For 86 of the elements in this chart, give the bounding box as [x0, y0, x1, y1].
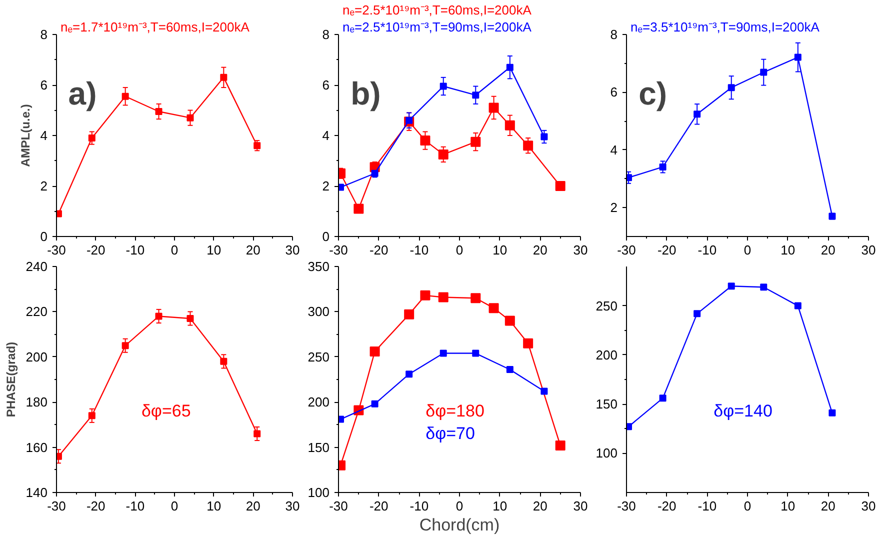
y-tick-label: 6: [40, 78, 48, 92]
x-tick-label: 30: [285, 242, 300, 258]
y-tick-label: 2: [40, 178, 48, 194]
y-tick-label: 2: [610, 200, 618, 216]
x-tick-label: -10: [410, 242, 429, 258]
y-tick-label: 150: [596, 396, 618, 412]
x-tick-label: -30: [47, 242, 66, 258]
x-tick-label: 0: [170, 242, 178, 258]
annotation: b): [350, 75, 381, 112]
x-tick-label: 0: [744, 498, 752, 514]
x-tick-label: -10: [698, 498, 717, 514]
text: nₑ=3.5*10¹⁹m⁻³,T=90ms,I=200kA: [630, 20, 820, 34]
y-tick-label: 200: [308, 394, 330, 410]
text: nₑ=1.7*10¹⁹m⁻³,T=60ms,I=200kA: [60, 20, 250, 34]
y-tick-label: 4: [322, 128, 330, 143]
y-tick-label: 250: [596, 298, 618, 314]
x-axis-title: Chord(cm): [419, 516, 500, 534]
y-tick-label: 220: [26, 304, 48, 320]
y-tick-label: 150: [308, 440, 330, 455]
y-tick-label: 250: [308, 349, 330, 364]
x-tick-label: -30: [47, 498, 66, 514]
x-tick-label: -30: [329, 242, 348, 258]
y-tick-label: 4: [40, 128, 48, 143]
x-tick-label: 0: [170, 498, 178, 514]
y-tick-label: 8: [40, 27, 48, 42]
y-tick-label: 100: [596, 446, 618, 461]
x-tick-label: 20: [532, 242, 548, 258]
x-tick-label: -20: [369, 242, 388, 258]
y-tick-label: 0: [40, 229, 48, 244]
x-tick-label: -20: [86, 498, 106, 514]
x-tick-label: -20: [657, 242, 676, 258]
x-tick-label: 30: [861, 498, 876, 514]
x-tick-label: 10: [206, 242, 222, 258]
x-tick-label: 20: [246, 498, 260, 514]
text: nₑ=2.5*10¹⁹m⁻³,T=90ms,I=200kA: [342, 20, 532, 34]
text: δφ=70: [426, 424, 475, 444]
y-tick-label: 8: [322, 27, 330, 42]
x-tick-label: 20: [532, 498, 548, 514]
x-tick-label: 20: [246, 242, 260, 258]
text: δφ=65: [141, 402, 191, 421]
y-tick-label: 2: [322, 178, 330, 194]
y-tick-label: 6: [322, 78, 330, 92]
y-tick-label: 180: [26, 394, 48, 410]
x-tick-label: 10: [206, 498, 222, 514]
x-tick-label: -10: [410, 498, 429, 514]
x-tick-label: 20: [820, 498, 836, 514]
x-tick-label: -30: [617, 242, 636, 258]
x-tick-label: -20: [86, 242, 106, 258]
y-tick-label: 200: [596, 347, 618, 362]
y-tick-label: 160: [26, 440, 48, 455]
x-tick-label: 10: [780, 498, 796, 514]
y-tick-label: 300: [308, 304, 330, 320]
x-tick-label: 30: [861, 242, 876, 258]
x-tick-label: -30: [329, 498, 348, 514]
text: δφ=140: [714, 402, 772, 421]
annotation: a): [68, 75, 97, 112]
x-tick-label: -10: [126, 498, 145, 514]
annotation: c): [638, 75, 668, 112]
y-axis-title: AMPL(u.e.): [18, 104, 32, 167]
y-tick-label: 240: [26, 259, 48, 274]
y-tick-label: 140: [26, 485, 48, 500]
y-tick-label: 6: [610, 84, 618, 100]
x-tick-label: 10: [492, 498, 508, 514]
y-tick-label: 0: [322, 229, 330, 244]
x-tick-label: 0: [456, 498, 464, 514]
y-tick-label: 8: [610, 27, 618, 42]
x-tick-label: 0: [744, 242, 752, 258]
x-tick-label: -10: [126, 242, 145, 258]
x-tick-label: 30: [573, 242, 588, 258]
y-tick-label: 100: [308, 485, 330, 500]
x-tick-label: 0: [456, 242, 464, 258]
x-tick-label: 30: [573, 498, 588, 514]
x-tick-label: -30: [617, 498, 636, 514]
x-tick-label: -10: [698, 242, 717, 258]
y-tick-label: 200: [26, 349, 48, 364]
x-tick-label: 10: [492, 242, 508, 258]
y-axis-title: PHASE(grad): [4, 342, 18, 418]
x-tick-label: 20: [820, 242, 836, 258]
y-tick-label: 4: [610, 142, 618, 158]
x-tick-label: 30: [285, 498, 300, 514]
text: nₑ=2.5*10¹⁹m⁻³,T=60ms,I=200kA: [342, 2, 532, 18]
x-tick-label: -20: [657, 498, 676, 514]
y-tick-label: 350: [308, 259, 330, 274]
x-tick-label: -20: [369, 498, 388, 514]
text: δφ=180: [426, 402, 484, 421]
x-tick-label: 10: [780, 242, 796, 258]
